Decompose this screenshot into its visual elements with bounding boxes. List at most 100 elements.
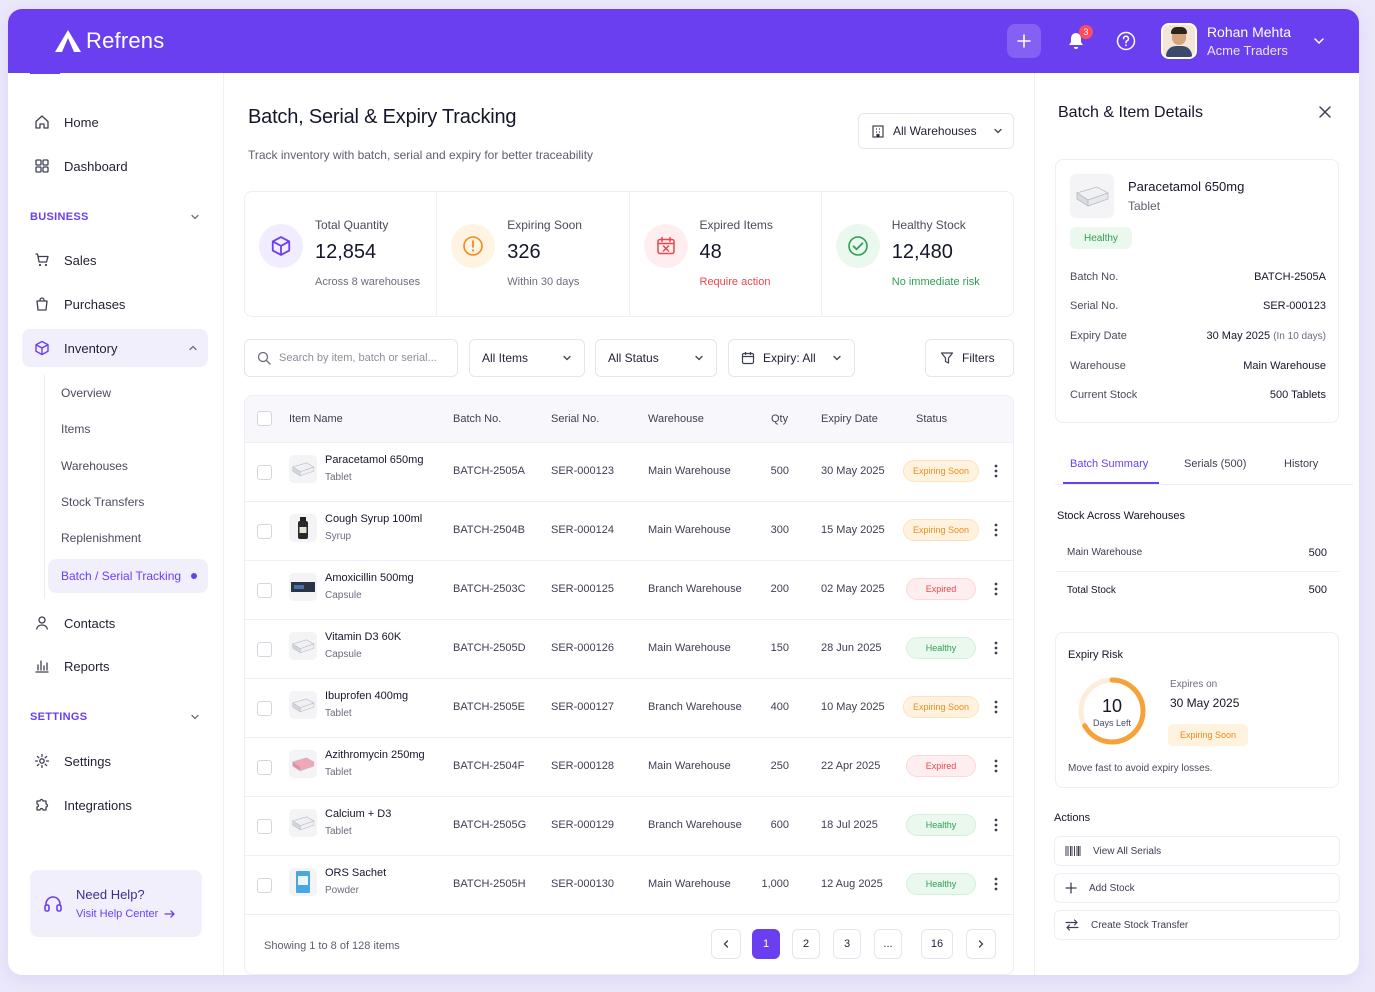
stat-label: Healthy Stock (891, 218, 966, 232)
row-checkbox[interactable] (257, 760, 272, 775)
prev-page-button[interactable] (711, 929, 741, 959)
row-checkbox[interactable] (257, 524, 272, 539)
items-filter-dropdown[interactable]: All Items (469, 339, 585, 377)
row-menu-button[interactable] (994, 818, 998, 835)
user-menu[interactable]: Rohan Mehta Acme Traders (1160, 23, 1325, 59)
status-badge: Expiring Soon (903, 460, 979, 482)
filters-button[interactable]: Filters (925, 339, 1014, 377)
row-checkbox[interactable] (257, 819, 272, 834)
row-menu-button[interactable] (994, 759, 998, 776)
page-button-1[interactable]: 1 (752, 929, 780, 959)
tab-serials[interactable]: Serials (500) (1184, 458, 1247, 470)
page-button-16[interactable]: 16 (921, 929, 953, 959)
column-header[interactable]: Expiry Date (821, 413, 878, 425)
sidebar-item-contacts[interactable]: Contacts (22, 604, 208, 642)
sidebar-subitem-label: Batch / Serial Tracking (61, 569, 182, 583)
status-badge: Expiring Soon (903, 696, 979, 718)
help-button[interactable] (1109, 24, 1143, 58)
sidebar-item-sales[interactable]: Sales (22, 241, 208, 279)
row-menu-button[interactable] (994, 464, 998, 481)
section-settings[interactable]: SETTINGS (30, 711, 200, 723)
page-button-2[interactable]: 2 (792, 929, 820, 959)
item-cell: Cough Syrup 100ml Syrup (289, 513, 422, 542)
item-name[interactable]: Paracetamol 650mg (325, 454, 424, 466)
notifications-button[interactable]: 3 (1059, 24, 1093, 58)
table-row[interactable]: Paracetamol 650mg Tablet BATCH-2505A SER-00… (245, 442, 1013, 501)
row-menu-button[interactable] (994, 523, 998, 540)
create-stock-transfer-button[interactable]: Create Stock Transfer (1054, 910, 1340, 940)
sidebar-item-dashboard[interactable]: Dashboard (22, 147, 208, 185)
status-badge: Healthy (906, 637, 976, 659)
row-checkbox[interactable] (257, 583, 272, 598)
stat-total-quantity: Total Quantity 12,854 Across 8 warehouse… (245, 192, 438, 316)
detail-row: Expiry Date 30 May 2025 (In 10 days) (1070, 330, 1326, 342)
column-header[interactable]: Warehouse (648, 413, 704, 425)
column-header[interactable]: Item Name (289, 413, 343, 425)
sidebar-item-settings[interactable]: Settings (22, 742, 208, 780)
column-header[interactable]: Qty (771, 413, 789, 425)
sidebar-subitem-batch-serial-tracking[interactable]: Batch / Serial Tracking (48, 559, 208, 593)
expires-on-date: 30 May 2025 (1170, 696, 1240, 710)
row-menu-button[interactable] (994, 582, 998, 599)
sidebar-item-inventory[interactable]: Inventory (22, 329, 208, 367)
close-panel-button[interactable] (1318, 105, 1332, 122)
column-header[interactable]: Serial No. (551, 413, 600, 425)
table-row[interactable]: Calcium + D3 Tablet BATCH-2505G SER-000129 B… (245, 796, 1013, 855)
row-menu-button[interactable] (994, 877, 998, 894)
section-business[interactable]: BUSINESS (30, 211, 200, 223)
row-checkbox[interactable] (257, 465, 272, 480)
table-row[interactable]: Cough Syrup 100ml Syrup BATCH-2504B SER-000… (245, 501, 1013, 560)
item-name[interactable]: Amoxicillin 500mg (325, 572, 414, 584)
sidebar-item-home[interactable]: Home (22, 103, 208, 141)
calendar-icon (741, 352, 755, 365)
sidebar-item-purchases[interactable]: Purchases (22, 285, 208, 323)
table-row[interactable]: Vitamin D3 60K Capsule BATCH-2505D SER-0001… (245, 619, 1013, 678)
chevron-up-icon (189, 345, 197, 351)
logo[interactable]: Refrens (54, 28, 164, 54)
sidebar-item-integrations[interactable]: Integrations (22, 786, 208, 824)
user-name: Rohan Mehta (1206, 24, 1291, 40)
stock-section-title: Stock Across Warehouses (1057, 510, 1185, 522)
view-all-serials-button[interactable]: View All Serials (1054, 836, 1340, 866)
item-name[interactable]: Vitamin D3 60K (325, 631, 402, 643)
create-new-button[interactable] (1006, 24, 1041, 58)
row-checkbox[interactable] (257, 642, 272, 657)
status-filter-dropdown[interactable]: All Status (595, 339, 717, 377)
page-button-3[interactable]: 3 (833, 929, 861, 959)
tab-history[interactable]: History (1284, 458, 1319, 470)
sidebar-subitem-overview[interactable]: Overview (61, 386, 112, 400)
search-input[interactable] (279, 352, 449, 364)
item-name[interactable]: ORS Sachet (325, 867, 387, 879)
column-header[interactable]: Batch No. (453, 413, 502, 425)
table-row[interactable]: Amoxicillin 500mg Capsule BATCH-2503C SER-0… (245, 560, 1013, 619)
sidebar-subitem-stock-transfers[interactable]: Stock Transfers (61, 495, 145, 509)
expiry-filter-dropdown[interactable]: Expiry: All (728, 339, 855, 377)
table-row[interactable]: Ibuprofen 400mg Tablet BATCH-2505E SER-0001… (245, 678, 1013, 737)
barcode-icon (1065, 846, 1081, 856)
sidebar-subitem-items[interactable]: Items (61, 422, 91, 436)
warehouse-select[interactable]: All Warehouses (858, 113, 1014, 149)
tab-batch-summary[interactable]: Batch Summary (1070, 458, 1149, 470)
row-checkbox[interactable] (257, 878, 272, 893)
sidebar-subitem-replenishment[interactable]: Replenishment (61, 531, 142, 545)
home-icon (35, 115, 49, 129)
item-name[interactable]: Azithromycin 250mg (325, 749, 425, 761)
help-card[interactable]: Need Help? Visit Help Center (30, 870, 202, 937)
row-menu-button[interactable] (994, 641, 998, 658)
item-name[interactable]: Calcium + D3 (325, 808, 392, 820)
product-thumbnail-icon (289, 631, 317, 660)
next-page-button[interactable] (966, 929, 996, 959)
column-header[interactable]: Status (916, 413, 948, 425)
item-name[interactable]: Ibuprofen 400mg (325, 690, 409, 702)
item-name[interactable]: Cough Syrup 100ml (325, 513, 423, 525)
table-row[interactable]: ORS Sachet Powder BATCH-2505H SER-000130 Mai… (245, 855, 1013, 914)
sidebar-subitem-warehouses[interactable]: Warehouses (61, 459, 128, 473)
help-center-link[interactable]: Visit Help Center (76, 908, 176, 920)
select-all-checkbox[interactable] (257, 411, 272, 426)
row-checkbox[interactable] (257, 701, 272, 716)
table-row[interactable]: Azithromycin 250mg Tablet BATCH-2504F SER-0… (245, 737, 1013, 796)
add-stock-button[interactable]: Add Stock (1054, 873, 1340, 903)
row-menu-button[interactable] (994, 700, 998, 717)
sidebar-item-reports[interactable]: Reports (22, 647, 208, 685)
stat-healthy-stock: Healthy Stock 12,480 No immediate risk (822, 192, 1013, 316)
